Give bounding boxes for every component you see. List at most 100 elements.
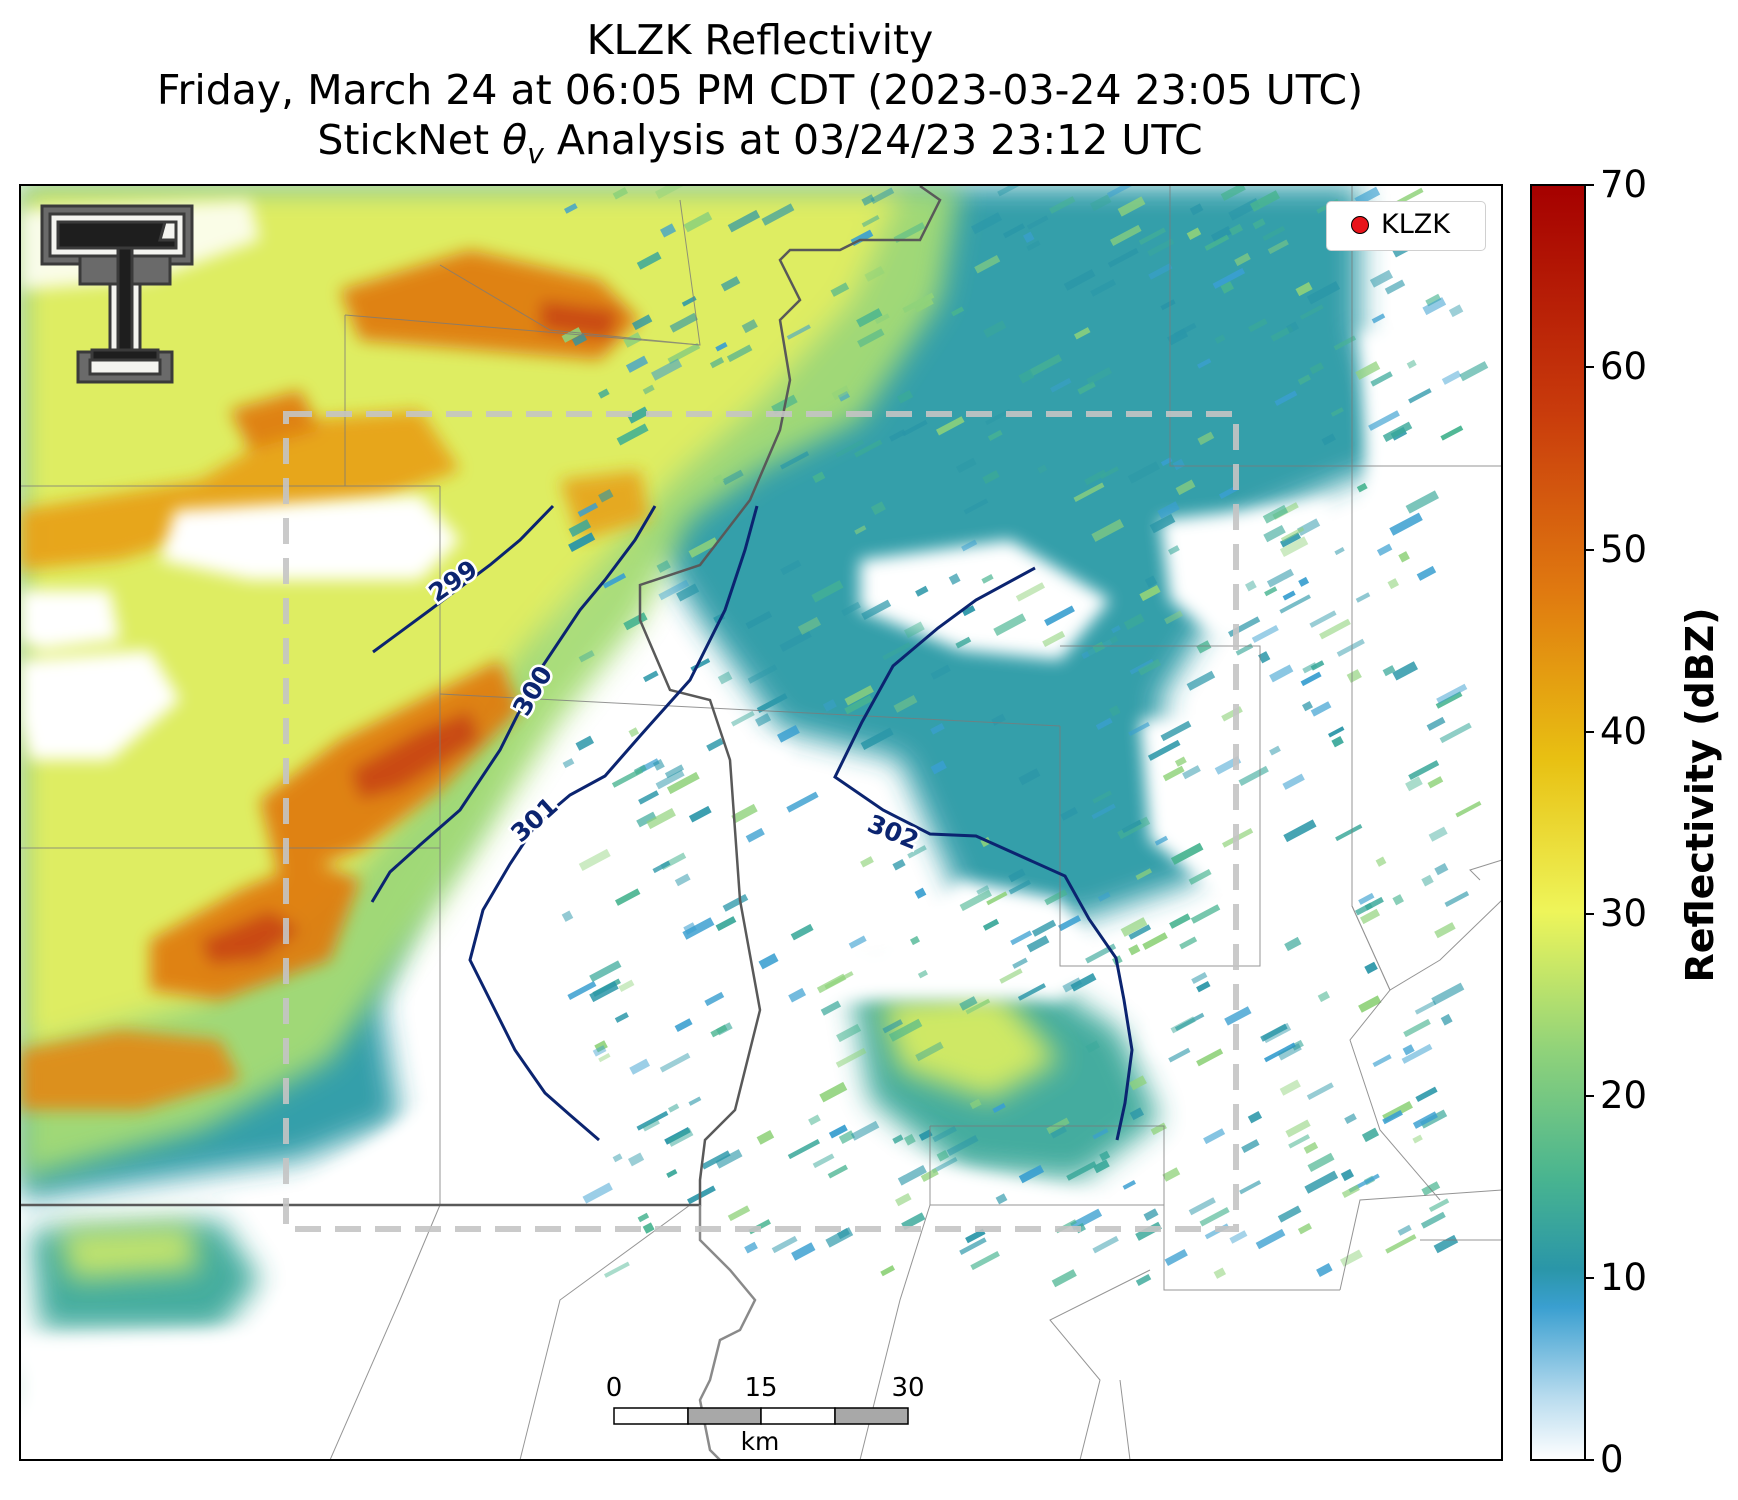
radar-speckle (1147, 739, 1181, 761)
radar-speckle (985, 408, 1011, 426)
radar-speckle (1341, 1184, 1360, 1199)
radar-speckle (715, 342, 728, 352)
radar-speckle (860, 727, 894, 750)
radar-speckle (1197, 358, 1212, 369)
radar-speckle (902, 292, 935, 313)
radar-speckle (758, 953, 779, 970)
radar-speckle (897, 1165, 927, 1186)
radar-speckle (1026, 215, 1049, 230)
radar-speckle (1356, 482, 1368, 493)
radar-speckle (1174, 1012, 1205, 1032)
radar-speckle (903, 621, 925, 639)
radar-speckle (1274, 390, 1298, 406)
radar-speckle (1412, 1111, 1438, 1129)
radar-speckle (1369, 269, 1394, 288)
radar-speckle (1214, 334, 1226, 344)
radar-speckle (623, 612, 648, 631)
radar-speckle (961, 539, 978, 552)
radar-speckle (982, 470, 1000, 485)
radar-speckle (895, 1192, 912, 1207)
radar-speckle (841, 601, 861, 617)
radar-speckle (831, 385, 851, 401)
radar-speckle (669, 312, 698, 333)
radar-speckle (970, 212, 1003, 235)
colorbar-tick-20: 20 (1600, 1074, 1648, 1117)
radar-speckle (1160, 299, 1176, 311)
radar-speckle (892, 1134, 904, 1144)
radar-speckle (816, 973, 847, 994)
radar-speckle (1091, 803, 1116, 820)
radar-speckle (628, 727, 640, 738)
radar-speckle (1175, 479, 1196, 496)
radar-speckle (658, 579, 690, 601)
radar-speckle (1364, 961, 1378, 974)
radar-speckle (674, 873, 691, 887)
radar-speckle (930, 760, 947, 775)
radar-speckle (1283, 819, 1317, 843)
radar-speckle (722, 469, 744, 486)
radar-speckle (1129, 1107, 1145, 1121)
radar-speckle (1414, 1000, 1437, 1015)
radar-speckle (970, 1250, 1000, 1271)
radar-speckle (1255, 1228, 1286, 1250)
radar-speckle (668, 1103, 680, 1113)
radar-speckle (722, 893, 749, 912)
radar-speckle (1090, 194, 1112, 212)
radar-speckle (1434, 863, 1449, 876)
radar-speckle (618, 979, 635, 992)
radar-speckle (656, 560, 671, 573)
colorbar (1530, 184, 1586, 1461)
radar-speckle (1050, 377, 1072, 393)
radar-speckle (844, 685, 874, 706)
radar-speckle (1370, 371, 1393, 387)
radar-speckle (999, 968, 1023, 984)
radar-speckle (642, 384, 655, 395)
radar-speckle (1154, 835, 1169, 846)
radar-speckle (915, 1041, 944, 1062)
radar-speckle (632, 314, 653, 331)
radar-speckle (987, 429, 1003, 442)
radar-speckle (1188, 869, 1212, 885)
radar-speckle (1188, 1197, 1216, 1216)
radar-speckle (1306, 1082, 1334, 1101)
radar-speckle (1042, 630, 1066, 647)
radar-speckle (1279, 1079, 1301, 1096)
radar-speckle (896, 389, 914, 404)
radar-speckle (1238, 765, 1269, 786)
radar-speckle (638, 790, 659, 805)
radar-speckle (1428, 826, 1448, 842)
radar-speckle (726, 344, 753, 363)
radar-speckle (780, 451, 810, 470)
radar-speckle (1099, 1150, 1111, 1162)
radar-speckle (756, 1129, 775, 1145)
radar-speckle (1459, 361, 1489, 382)
radar-speckle (1264, 1042, 1296, 1063)
radar-speckle (1317, 991, 1330, 1003)
radar-speckle (914, 298, 934, 313)
radar-speckle (744, 1241, 758, 1254)
radar-speckle (1197, 431, 1215, 446)
radar-speckle (612, 1153, 623, 1163)
scale-bar (613, 1407, 909, 1425)
radar-speckle (1355, 361, 1381, 380)
radar-speckle (1196, 981, 1211, 993)
radar-speckle (598, 388, 610, 399)
radar-speckle (1344, 1113, 1357, 1125)
radar-speckle (1073, 482, 1105, 502)
radar-speckle (1267, 239, 1289, 255)
radar-speckle (1229, 1230, 1248, 1244)
radar-speckle (1086, 367, 1113, 386)
radar-speckle (1426, 716, 1446, 731)
radar-speckle (771, 1235, 798, 1254)
radar-speckle (1164, 610, 1183, 625)
radar-speckle (830, 282, 850, 297)
radar-speckle (1129, 1075, 1147, 1091)
radar-speckle (1018, 768, 1041, 786)
radar-speckle (956, 457, 977, 474)
radar-speckle (1135, 1273, 1152, 1286)
radar-speckle (930, 723, 945, 735)
radar-speckle (959, 1237, 987, 1255)
radar-speckle (1120, 917, 1148, 937)
radar-speckle (889, 429, 906, 442)
radar-speckle (901, 419, 928, 437)
